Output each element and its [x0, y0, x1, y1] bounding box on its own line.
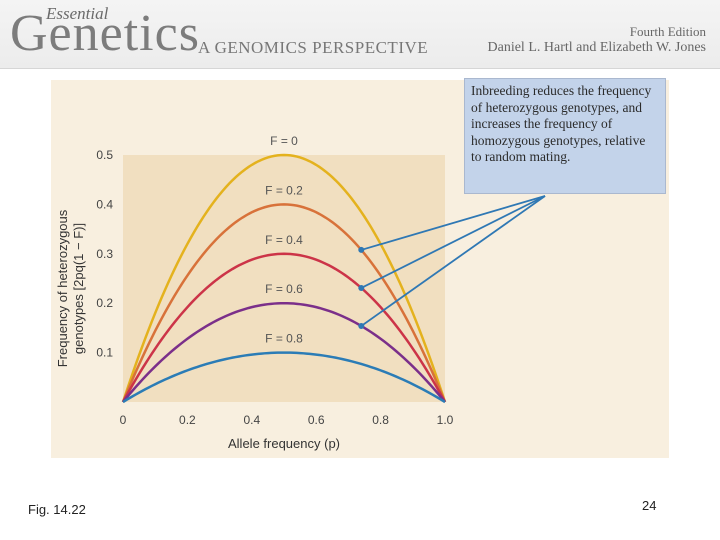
- book-title: Genetics: [10, 5, 200, 62]
- x-tick-label: 0.4: [243, 413, 260, 427]
- plot-area: [123, 155, 445, 402]
- pointer-line: [360, 195, 546, 289]
- y-tick-label: 0.1: [96, 346, 113, 360]
- book-title-prefix: Essential: [46, 4, 109, 23]
- series-line: [121, 252, 447, 403]
- x-tick-label: 0.2: [179, 413, 196, 427]
- page-number: 24: [642, 498, 657, 513]
- edition-label: Fourth Edition: [629, 24, 706, 39]
- y-axis-label: Frequency of heterozygous: [55, 209, 70, 367]
- figure-number: Fig. 14.22: [28, 502, 86, 517]
- y-tick-label: 0.4: [96, 197, 113, 211]
- y-tick-label: 0.2: [96, 296, 113, 310]
- series-label: F = 0: [270, 134, 298, 148]
- slide-header: Genetics Essential A GENOMICS PERSPECTIV…: [0, 0, 720, 69]
- series-line: [122, 351, 446, 404]
- x-tick-label: 0.8: [372, 413, 389, 427]
- book-subtitle: A GENOMICS PERSPECTIVE: [198, 38, 429, 57]
- pointer-dot: [358, 284, 365, 291]
- series-label: F = 0.4: [265, 233, 303, 247]
- series-line: [121, 153, 447, 403]
- pointer-line: [361, 195, 546, 251]
- series-label: F = 0.2: [265, 183, 303, 197]
- y-tick-label: 0.3: [96, 247, 113, 261]
- authors-label: Daniel L. Hartl and Elizabeth W. Jones: [487, 40, 707, 55]
- x-tick-label: 0: [120, 413, 127, 427]
- series-label: F = 0.6: [265, 282, 303, 296]
- y-tick-label: 0.5: [96, 148, 113, 162]
- pointer-dot: [358, 322, 365, 329]
- series-line: [122, 301, 446, 403]
- heterozygosity-chart: 0.1 0.2 0.3 0.4 0.5 0 0.2 0.4 0.6 0.8 1.0 Allele fr…: [51, 80, 669, 458]
- x-tick-label: 1.0: [437, 413, 454, 427]
- x-axis-label: Allele frequency (p): [228, 436, 340, 451]
- pointer-line: [360, 195, 546, 327]
- x-tick-label: 0.6: [308, 413, 325, 427]
- series-label: F = 0.8: [265, 332, 303, 346]
- y-axis-label-line2: genotypes [2pq(1 − F)]: [71, 223, 86, 354]
- series-line: [121, 203, 447, 403]
- pointer-dot: [358, 246, 365, 253]
- callout-box: Inbreeding reduces the frequency of hete…: [464, 78, 666, 194]
